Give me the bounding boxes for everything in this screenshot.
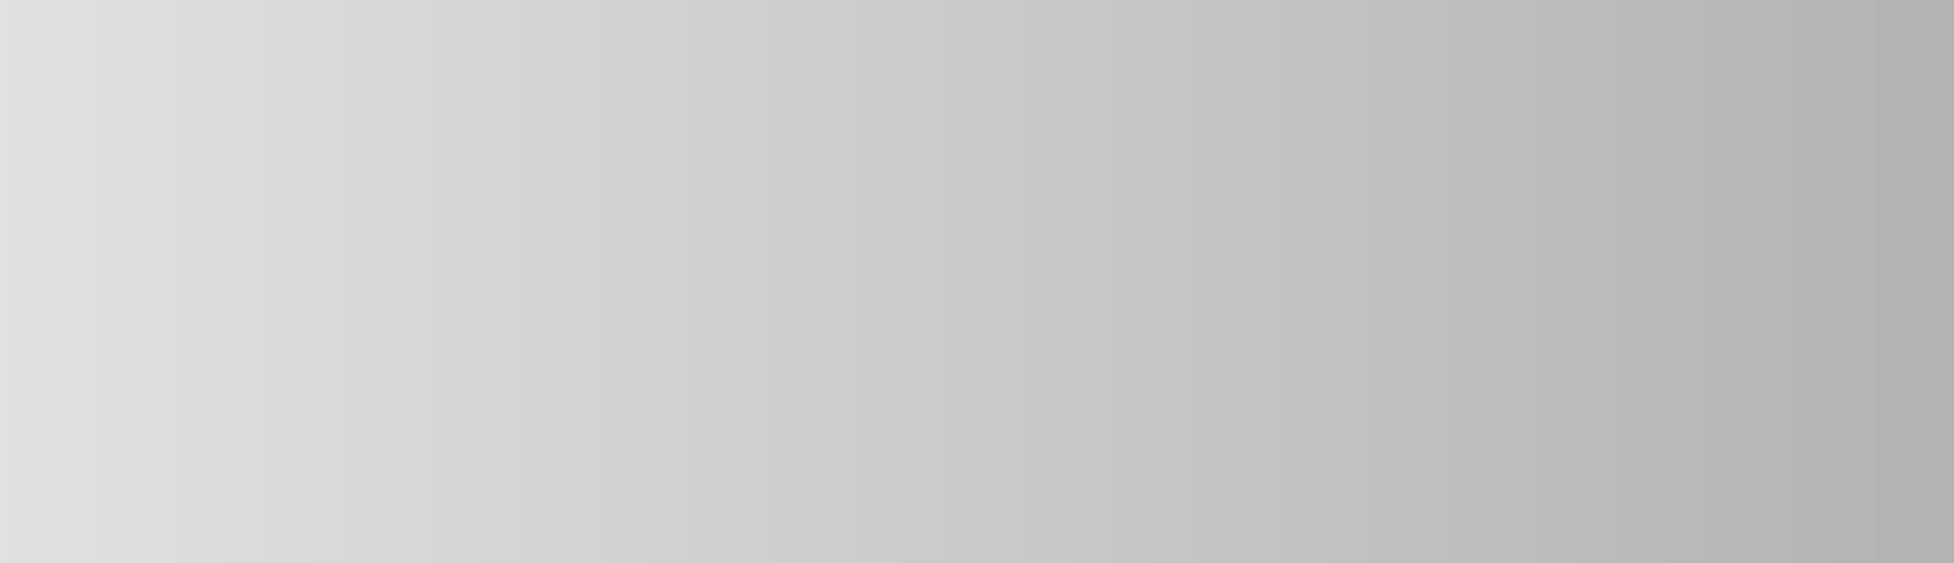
Text: 2.  There are two ways of describing earthquakes: by ___________  and  _________: 2. There are two ways of describing eart… [35, 54, 1249, 83]
Text: by going to all the areas affected by the earthquake and observing the damage.: by going to all the areas affected by th… [35, 274, 1256, 302]
Text: measured by using a seismogram.: measured by using a seismogram. [35, 476, 586, 504]
Text: 3.  _____________  the effect and damage produced by the earthquake. It is deter: 3. _____________ the effect and damage p… [35, 169, 1297, 198]
Text: 4.  _____________  is a measure of the energy released by the earthquake and: 4. _____________ is a measure of the ene… [35, 386, 1159, 415]
